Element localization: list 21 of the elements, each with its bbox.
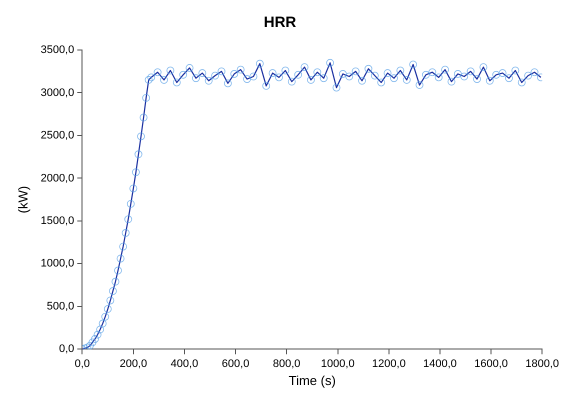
y-tick-label: 500,0	[46, 300, 74, 312]
y-tick-label: 0,0	[58, 343, 74, 356]
x-tick-label: 800,0	[272, 358, 300, 370]
x-tick-label: 1600,0	[474, 358, 508, 370]
x-tick-label: 1000,0	[320, 358, 355, 370]
y-tick-label: 2000,0	[40, 172, 74, 184]
x-tick-label: 0,0	[74, 358, 90, 370]
y-axis-title: (kW)	[15, 186, 30, 214]
x-tick-label: 1200,0	[372, 358, 406, 370]
x-tick-label: 1400,0	[423, 358, 457, 370]
y-tick-label: 3500,0	[40, 44, 74, 56]
y-tick-label: 1000,0	[40, 258, 74, 270]
x-tick-label: 400,0	[170, 358, 198, 370]
y-tick-label: 3000,0	[40, 86, 74, 99]
x-tick-label: 600,0	[222, 358, 250, 370]
x-tick-label: 200,0	[120, 358, 148, 370]
chart-title: HRR	[264, 14, 296, 32]
x-tick-label: 1800,0	[525, 358, 560, 370]
x-axis-title: Time (s)	[288, 372, 336, 388]
y-tick-label: 2500,0	[40, 130, 74, 142]
y-tick-label: 1500,0	[40, 215, 74, 228]
